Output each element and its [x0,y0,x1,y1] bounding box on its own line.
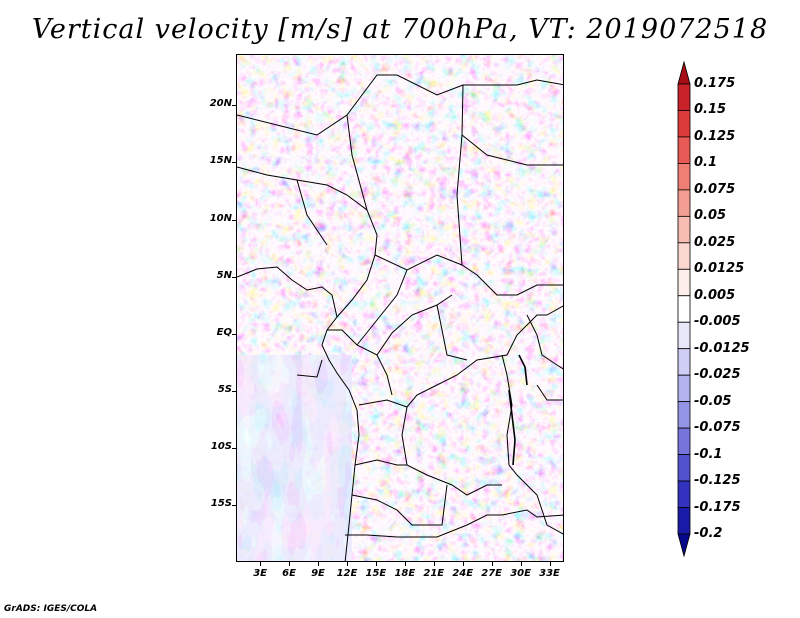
colorbar-label: 0.125 [694,128,736,144]
colorbar-label: 0.05 [694,208,727,224]
colorbar-segment [677,215,691,244]
colorbar-segment [677,427,691,455]
colorbar-segment [677,507,691,535]
colorbar-label: 0.005 [694,287,736,303]
lon-tick [318,562,319,566]
colorbar-label: 0.075 [694,181,736,197]
lat-tick [232,447,236,449]
colorbar-label: -0.025 [694,367,741,383]
lon-label: 33E [539,568,560,579]
lat-tick [232,105,236,107]
lon-label: 24E [452,568,474,579]
colorbar-bottom-arrow [677,533,691,558]
lon-label: 6E [282,568,296,579]
lon-label: 12E [336,568,358,579]
colorbar-label: -0.075 [694,420,741,436]
lat-tick [232,333,236,335]
lon-tick [289,562,291,566]
colorbar-label: -0.175 [694,499,741,515]
lon-label: 15E [365,568,387,579]
country-borders [237,74,563,561]
lat-label: 15S [210,497,232,509]
lat-label: 10S [210,440,232,452]
colorbar-segment [677,189,691,217]
lon-tick [433,562,435,566]
lat-tick [232,219,236,221]
lat-tick [232,390,236,392]
lon-label: 30E [510,568,531,579]
lon-label: 18E [394,568,416,579]
colorbar-segment [677,401,691,429]
colorbar-label: -0.0125 [694,340,750,356]
colorbar-segment [677,110,691,138]
lon-tick [462,562,464,566]
lat-tick [232,276,236,278]
colorbar-segment [677,321,691,350]
colorbar-segment [677,136,691,164]
lon-tick [520,562,522,566]
colorbar-segment [677,348,691,376]
lon-tick [491,562,493,566]
lon-tick [260,562,262,566]
lat-label: 5N [216,269,232,281]
plot-title: Vertical velocity [m/s] at 700hPa, VT: 2… [31,14,769,45]
colorbar-segment [677,480,691,508]
colorbar-label: 0.15 [694,102,727,118]
lon-label: 9E [311,568,325,579]
colorbar-label: 0.0125 [694,261,745,277]
lat-label: 5S [217,383,232,395]
colorbar-label: 0.175 [694,76,736,91]
colorbar-segment [677,374,691,403]
colorbar-segment [677,268,691,297]
ocean-subsidence-shading [237,355,352,561]
lon-tick [346,562,348,566]
lon-label: 27E [481,568,503,579]
lat-label: 15N [209,155,232,167]
colorbar-segment [677,83,691,111]
lat-label: 10N [209,212,232,224]
colorbar-segment [677,163,691,191]
colorbar-label: -0.1 [694,446,723,462]
lat-tick [232,162,236,164]
lat-tick [232,504,236,506]
colorbar-top-arrow [677,60,691,85]
colorbar-label: -0.125 [694,473,741,489]
lon-tick [375,562,377,566]
colorbar-label: -0.2 [694,526,723,541]
credit-text: GrADS: IGES/COLA [4,604,98,614]
colorbar-label: -0.005 [694,314,741,330]
vertical-velocity-field [237,55,563,561]
colorbar-label: 0.025 [694,234,736,250]
colorbar-segment [677,295,691,323]
lat-label: EQ [216,326,232,338]
lon-label: 3E [253,568,267,579]
colorbar-label: -0.05 [694,393,732,409]
colorbar-segment [677,454,691,482]
map-panel [236,54,564,562]
lat-label: 20N [209,98,232,110]
great-lakes [508,354,528,466]
lon-tick [404,562,406,566]
colorbar-segment [677,242,691,270]
lon-tick [549,562,551,566]
colorbar-label: 0.1 [694,155,718,171]
lon-label: 21E [423,568,445,579]
